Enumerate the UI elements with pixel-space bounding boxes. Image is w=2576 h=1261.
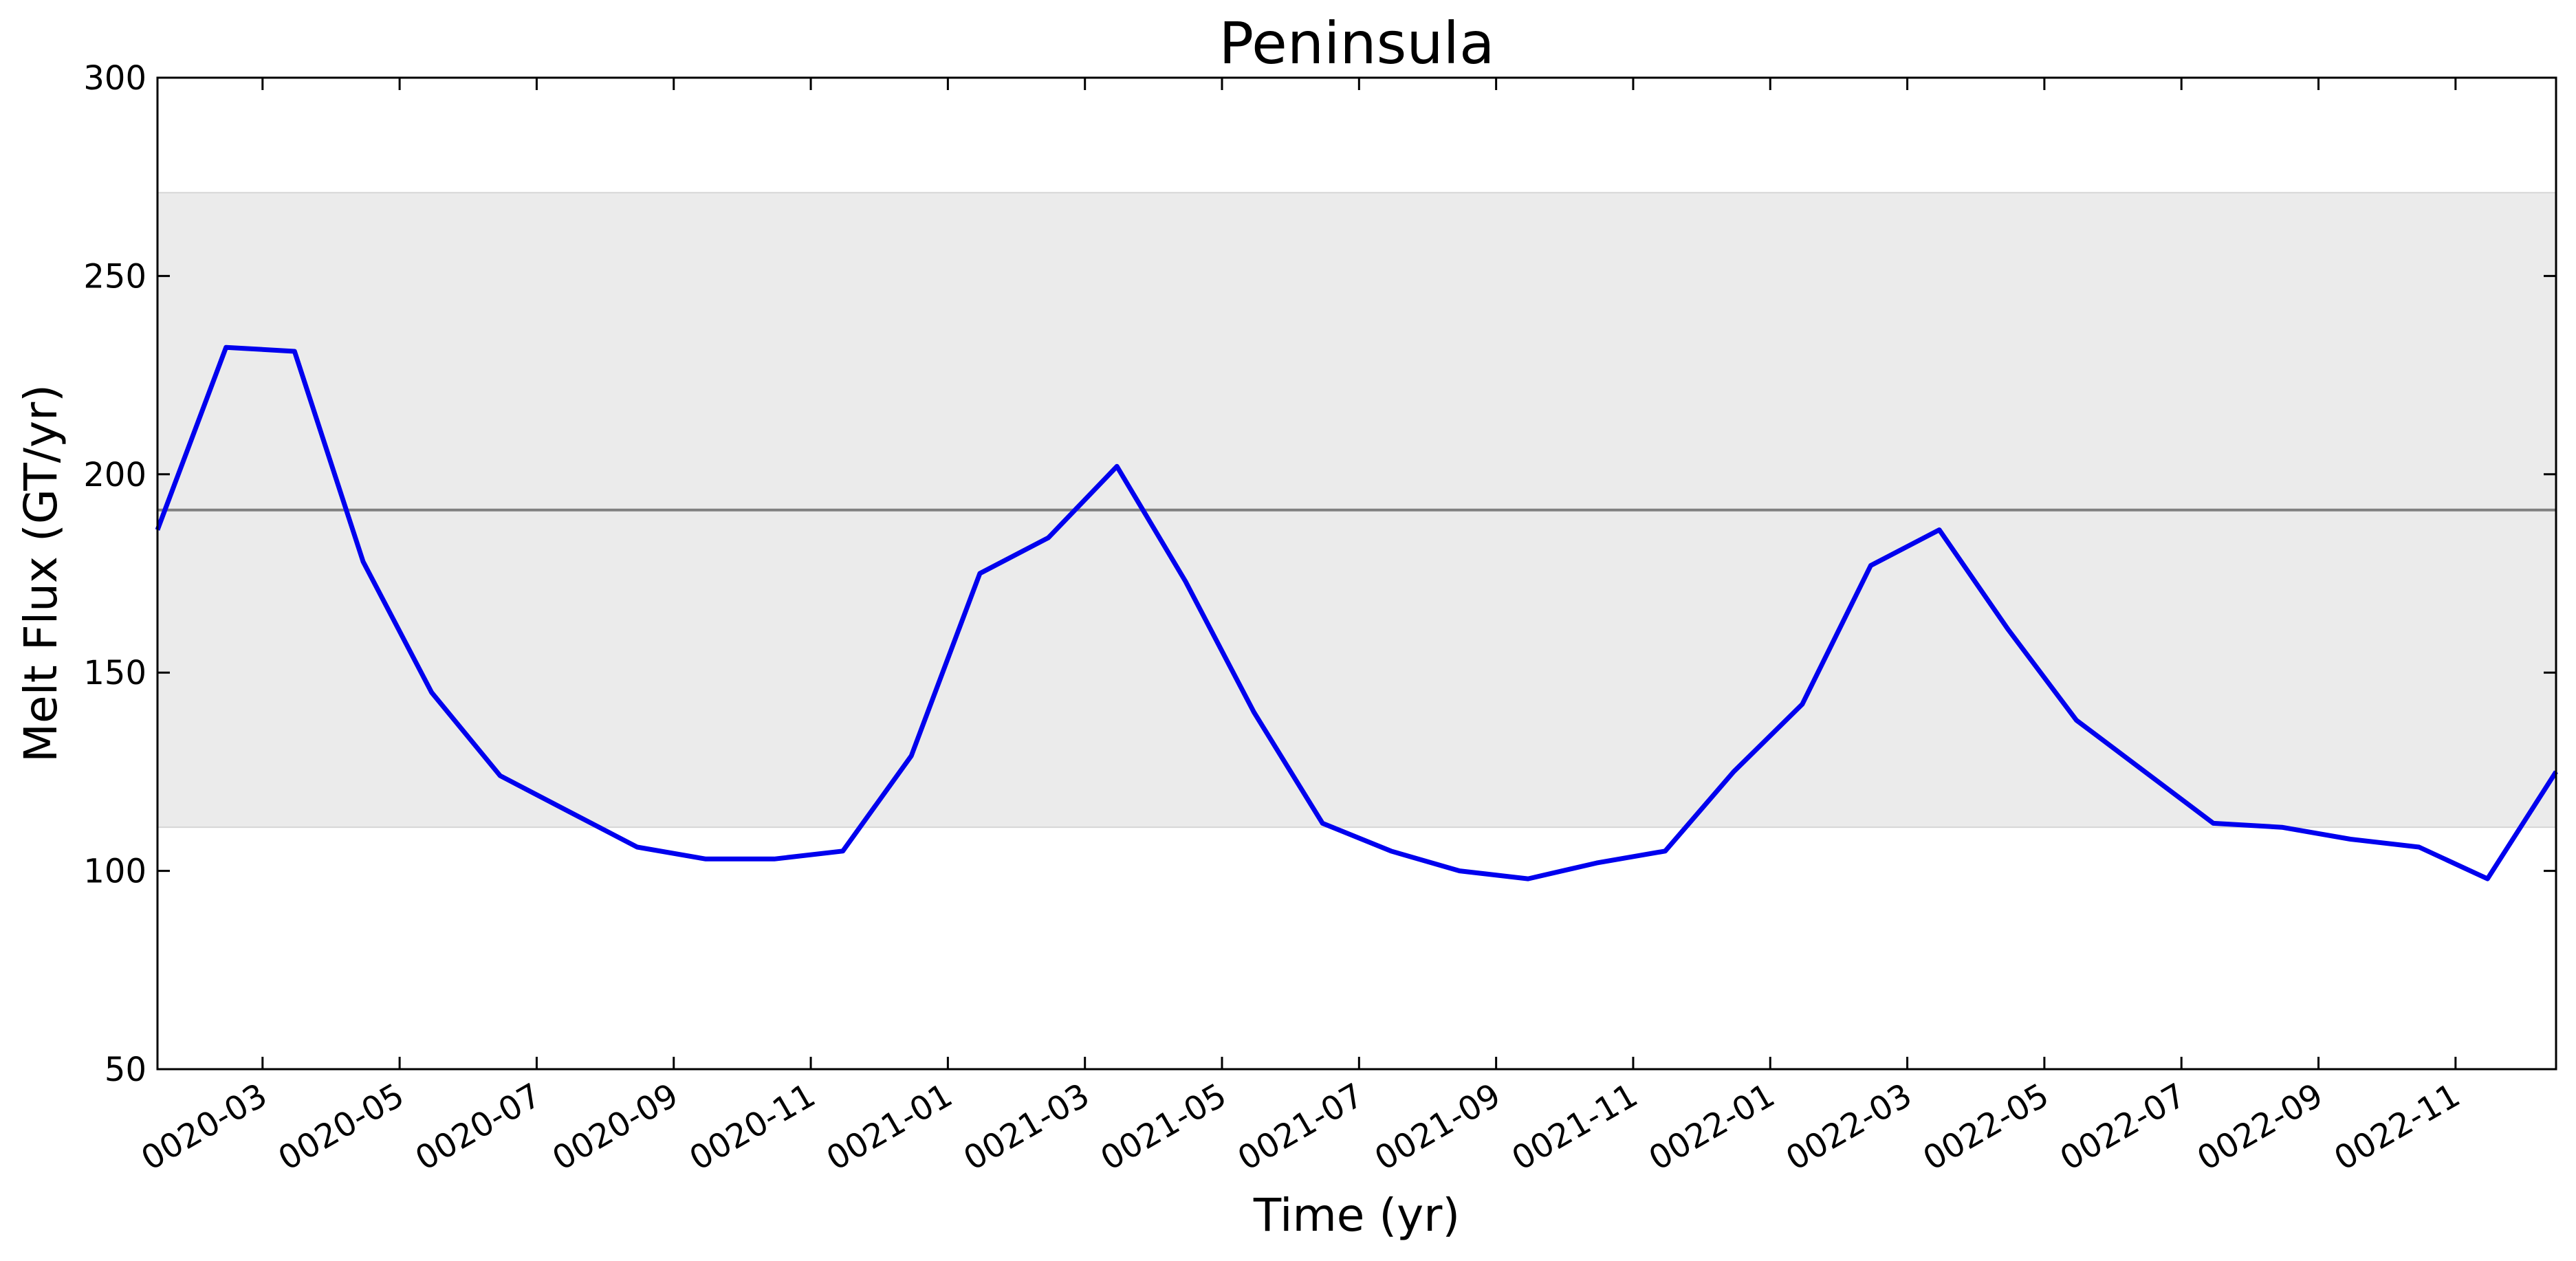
data-point — [1459, 870, 1460, 872]
x-tick-label: 0022-05 — [1917, 1076, 2055, 1178]
y-tick-label: 100 — [83, 853, 146, 891]
data-point — [2007, 628, 2009, 630]
x-tick-label: 0022-11 — [2328, 1076, 2467, 1178]
x-tick-label: 0021-05 — [1094, 1076, 1233, 1178]
data-point — [2213, 822, 2214, 824]
data-point — [2144, 771, 2146, 772]
x-tick-label: 0021-11 — [1505, 1076, 1644, 1178]
x-tick-label: 0020-05 — [272, 1076, 411, 1178]
y-tick-label: 200 — [83, 456, 146, 494]
y-tick-label: 300 — [83, 59, 146, 98]
plot-frame — [156, 76, 2557, 1071]
x-tick-label: 0021-09 — [1368, 1076, 1507, 1178]
data-point — [362, 561, 364, 562]
data-point — [1185, 581, 1186, 582]
labels-layer: Peninsula Time (yr) Melt Flux (GT/yr) — [14, 10, 1494, 1242]
x-tick-label: 0021-07 — [1232, 1076, 1371, 1178]
plot-background — [157, 78, 2556, 1069]
x-tick-label: 0020-11 — [683, 1076, 822, 1178]
x-tick-label: 0022-01 — [1643, 1076, 1782, 1178]
x-tick-label: 0021-03 — [957, 1076, 1096, 1178]
series-line-0 — [155, 344, 2558, 881]
data-point — [294, 351, 295, 352]
x-tick-label: 0022-09 — [2191, 1076, 2330, 1178]
x-axis-label: Time (yr) — [1253, 1189, 1460, 1242]
x-tick-label: 0020-03 — [135, 1076, 274, 1178]
data-point — [1939, 529, 1940, 531]
x-tick-label: 0022-07 — [2054, 1076, 2193, 1178]
x-tick-label: 0021-01 — [820, 1076, 959, 1178]
x-tick-label: 0020-07 — [409, 1076, 548, 1178]
data-point — [2075, 719, 2077, 721]
x-tick-label: 0020-09 — [546, 1076, 685, 1178]
data-point — [1322, 822, 1323, 824]
chart-title: Peninsula — [1219, 10, 1495, 77]
data-point — [1596, 862, 1597, 864]
y-tick-label: 150 — [83, 654, 146, 692]
y-tick-label: 50 — [105, 1051, 146, 1089]
data-point — [1870, 565, 1871, 566]
y-axis-label: Melt Flux (GT/yr) — [14, 384, 67, 763]
data-point — [979, 573, 981, 574]
x-tick-label: 0022-03 — [1780, 1076, 1919, 1178]
data-point — [2350, 839, 2351, 840]
y-tick-label: 250 — [83, 257, 146, 296]
data-point — [431, 692, 433, 693]
data-point — [568, 811, 569, 812]
